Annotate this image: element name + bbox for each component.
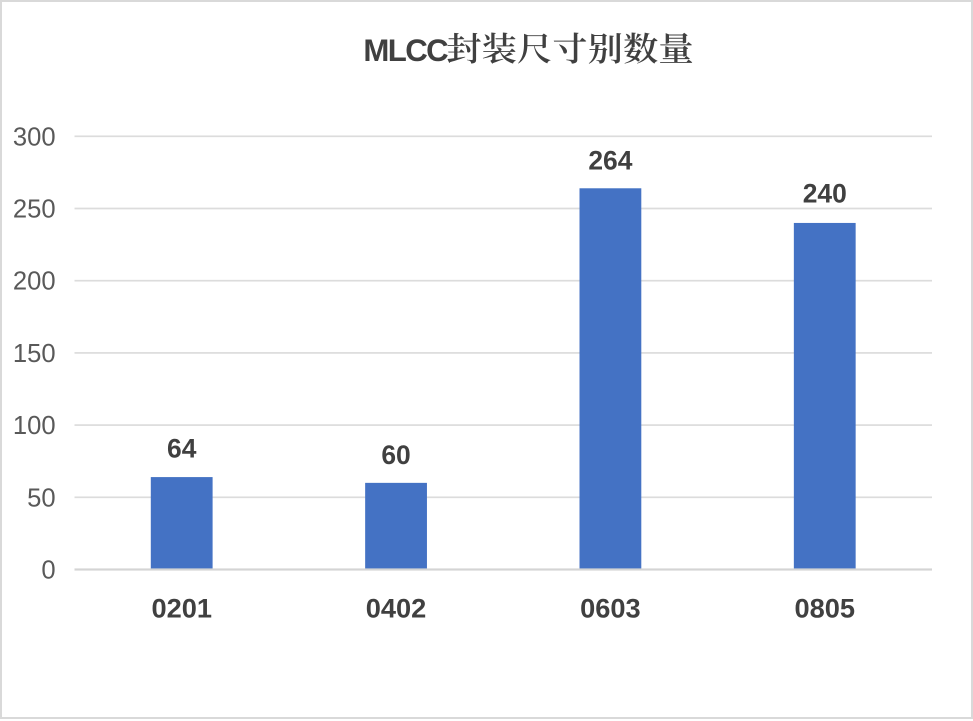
svg-text:264: 264 <box>588 145 632 175</box>
svg-text:240: 240 <box>803 178 847 208</box>
svg-text:150: 150 <box>13 340 56 368</box>
svg-text:250: 250 <box>13 195 56 223</box>
svg-text:0603: 0603 <box>580 592 640 623</box>
svg-text:100: 100 <box>13 412 56 440</box>
svg-text:300: 300 <box>13 123 56 151</box>
svg-text:50: 50 <box>27 484 55 512</box>
svg-text:200: 200 <box>13 268 56 296</box>
svg-text:0402: 0402 <box>366 592 426 623</box>
svg-text:60: 60 <box>381 440 410 470</box>
svg-text:MLCC: MLCC <box>363 33 448 68</box>
svg-text:0201: 0201 <box>151 592 211 623</box>
svg-text:64: 64 <box>167 434 197 464</box>
svg-text:0805: 0805 <box>795 592 855 623</box>
svg-text:0: 0 <box>41 556 55 584</box>
